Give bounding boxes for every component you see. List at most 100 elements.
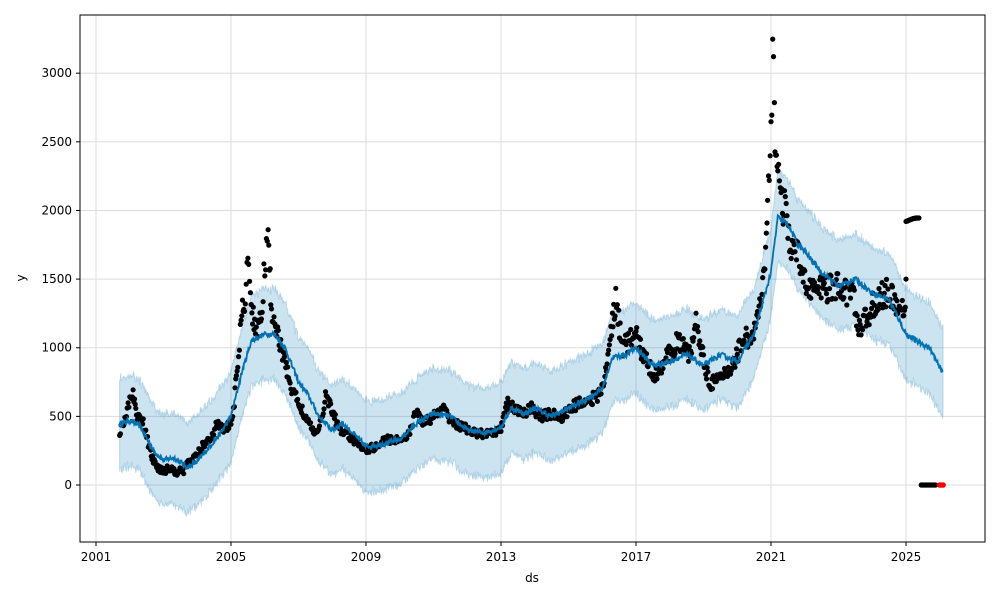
observed-point — [732, 364, 738, 370]
observed-point — [572, 408, 579, 414]
x-tick-label: 2013 — [486, 550, 517, 564]
observed-point — [321, 406, 327, 412]
observed-point — [815, 284, 821, 290]
observed-point — [126, 404, 132, 410]
observed-point — [242, 301, 248, 307]
observed-point — [759, 291, 765, 297]
observed-point — [228, 421, 234, 427]
observed-point — [551, 407, 557, 413]
observed-point — [132, 401, 138, 407]
observed-point — [320, 411, 326, 417]
observed-point — [835, 271, 841, 277]
observed-point — [322, 399, 328, 405]
observed-point — [861, 313, 867, 319]
observed-point — [236, 347, 242, 353]
observed-point — [180, 466, 186, 472]
observed-point — [505, 395, 511, 401]
observed-point — [676, 332, 683, 338]
observed-point — [250, 304, 256, 310]
observed-point — [782, 194, 788, 200]
observed-point — [181, 471, 187, 477]
observed-point — [616, 307, 622, 313]
x-axis: 2001 2005 2009 2013 2017 2021 2025 — [81, 542, 922, 564]
observed-point — [594, 398, 601, 404]
observed-point — [260, 299, 266, 305]
observed-point — [783, 200, 789, 207]
observed-point — [769, 112, 775, 118]
y-tick-label: 0 — [64, 478, 72, 492]
observed-point — [261, 261, 267, 267]
observed-point — [239, 297, 246, 303]
observed-point — [816, 291, 822, 297]
observed-point — [766, 177, 772, 183]
observed-point — [847, 295, 854, 301]
observed-point — [322, 389, 329, 395]
observed-point — [903, 276, 909, 282]
observed-point — [637, 336, 644, 342]
observed-point — [606, 342, 613, 348]
observed-point — [775, 168, 781, 174]
observed-point — [509, 399, 515, 405]
observed-point — [862, 306, 869, 312]
observed-point — [316, 423, 323, 429]
observed-point — [821, 280, 827, 286]
observed-point — [140, 416, 146, 422]
observed-point — [770, 36, 776, 42]
observed-point — [539, 418, 545, 424]
x-tick-label: 2005 — [216, 550, 247, 564]
y-axis-label: y — [14, 274, 28, 281]
observed-point — [703, 376, 710, 382]
observed-point — [332, 411, 338, 418]
observed-point — [307, 420, 314, 426]
observed-point — [262, 273, 268, 279]
observed-point — [658, 370, 665, 376]
observed-point — [883, 304, 889, 310]
observed-point — [250, 321, 256, 327]
observed-point — [760, 275, 766, 281]
observed-point — [768, 119, 774, 125]
observed-point — [695, 329, 701, 335]
observed-point — [498, 428, 504, 434]
y-tick-label: 1500 — [41, 272, 72, 286]
x-tick-label: 2025 — [891, 550, 922, 564]
observed-point — [283, 359, 289, 366]
observed-point — [623, 341, 629, 348]
observed-point — [763, 244, 769, 250]
observed-point — [285, 364, 291, 370]
observed-point — [770, 54, 777, 60]
observed-point — [268, 302, 274, 308]
observed-point — [700, 352, 707, 358]
observed-point — [267, 266, 273, 272]
observed-point — [614, 302, 620, 308]
observed-point — [892, 292, 898, 298]
observed-point — [694, 323, 701, 330]
observed-point — [680, 336, 686, 342]
x-axis-label: ds — [525, 571, 539, 585]
observed-point — [793, 257, 800, 263]
observed-point — [800, 279, 806, 285]
observed-point — [236, 354, 242, 360]
observed-point — [117, 431, 123, 437]
observed-point — [901, 313, 907, 319]
observed-point — [610, 324, 616, 330]
observed-point — [856, 317, 863, 323]
observed-point — [672, 351, 678, 357]
observed-point — [802, 268, 808, 274]
observed-point — [604, 361, 610, 367]
observed-point — [763, 230, 769, 236]
observed-point — [669, 346, 675, 352]
observed-point — [709, 386, 716, 392]
observed-point — [295, 396, 301, 402]
observed-point — [606, 347, 612, 353]
observed-point — [883, 276, 890, 282]
observed-point — [246, 261, 252, 267]
observed-point — [894, 298, 900, 304]
observed-point — [889, 284, 896, 290]
observed-point — [818, 295, 824, 301]
observed-point — [693, 310, 699, 316]
observed-point — [427, 420, 433, 426]
observed-point — [266, 242, 272, 248]
observed-point — [265, 227, 271, 233]
observed-point — [245, 255, 251, 261]
observed-point — [785, 235, 791, 241]
